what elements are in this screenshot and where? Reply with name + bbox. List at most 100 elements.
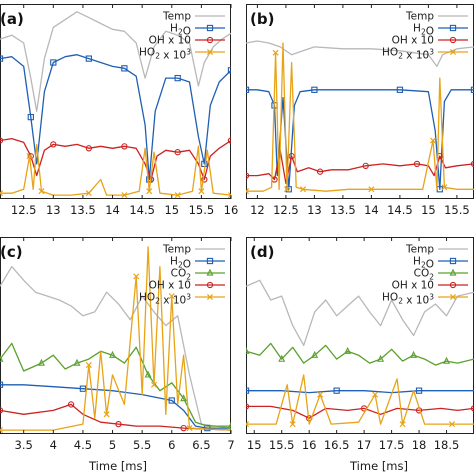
data-point [115,420,122,428]
data-point [246,188,250,195]
legend-label: HO2 x 103 [382,292,434,307]
data-point [429,137,436,144]
series-line [246,279,474,347]
data-point [85,55,92,62]
data-point [180,394,188,402]
data-point [288,152,295,160]
x-tick-label: 4.5 [74,438,92,452]
legend-label: Temp [162,244,191,256]
legend-marker [206,48,214,56]
plot-frame [246,237,474,434]
x-tick-label: 12.5 [273,203,299,217]
series-line [246,40,474,68]
x-tick-label: 15.5 [269,438,295,452]
x-tick-label: 17.5 [379,438,405,452]
data-point [272,49,279,56]
data-point [396,86,404,93]
legend-marker [449,36,457,44]
legend-label: CO2 [414,268,435,282]
series-line [0,342,231,427]
x-tick-label: 12 [250,203,265,217]
x-tick-label: 15 [247,438,262,452]
x-tick-label: 13 [46,203,61,217]
data-point [246,86,250,93]
data-point [316,168,324,175]
data-point [443,356,451,364]
data-point [150,381,158,388]
legend-marker [206,24,214,32]
panel-label: (a) [0,10,24,28]
data-point [144,370,152,378]
data-point [289,421,296,428]
x-tick-label: 14.5 [387,203,413,217]
legend-label: HO2 x 103 [382,47,434,62]
legend-marker [449,257,457,265]
series-line [246,342,474,366]
data-point [26,153,33,160]
legend-marker [206,293,214,301]
data-point [37,358,45,366]
data-point [246,346,250,354]
data-point [121,143,128,150]
data-point [311,350,319,358]
data-point [284,186,291,193]
data-point [50,141,57,148]
legend-label: H2O [170,23,191,38]
series-line [0,403,231,431]
data-point [246,387,250,394]
legend-label: HO2 x 103 [139,47,191,62]
data-point [399,421,406,428]
data-point [85,190,92,197]
legend-marker [206,257,214,265]
series-line [0,265,231,429]
series-group [0,246,231,434]
legend-marker [206,281,214,289]
x-tick-label: 15.5 [444,203,470,217]
data-point [368,186,375,193]
data-point [246,403,250,410]
data-point [362,162,369,169]
data-point [50,59,57,66]
legend-label: H2O [413,256,434,271]
series-line [246,390,474,394]
data-point [201,176,208,183]
data-point [180,424,187,432]
series-group [246,40,474,195]
data-point [174,149,181,156]
x-tick-label: 5.5 [133,438,151,452]
data-point [372,391,379,398]
legend-marker [206,268,214,276]
data-point [299,186,307,193]
x-tick-label: 3.5 [15,438,33,452]
legend-marker [449,293,457,301]
data-point [168,397,175,404]
data-point [344,346,352,354]
legend-marker [206,36,214,44]
data-point [174,74,181,82]
data-point [0,407,4,414]
data-point [227,137,231,144]
x-tick-label: 14.5 [129,203,155,217]
series-group [0,11,231,199]
x-tick-label: 4 [50,438,57,452]
series-line [0,384,231,429]
data-point [174,192,181,199]
x-tick-label: 16 [302,438,317,452]
data-point [441,184,448,191]
plot-frame [0,4,231,199]
data-point [27,113,34,121]
data-point [85,145,92,152]
legend-marker [449,268,457,276]
legend-label: HO2 x 103 [139,292,191,307]
data-point [0,55,4,62]
x-tick-label: 15 [164,203,179,217]
data-point [278,354,286,362]
data-point [109,350,117,358]
data-point [0,427,4,434]
data-point [377,354,385,362]
data-point [227,67,231,74]
